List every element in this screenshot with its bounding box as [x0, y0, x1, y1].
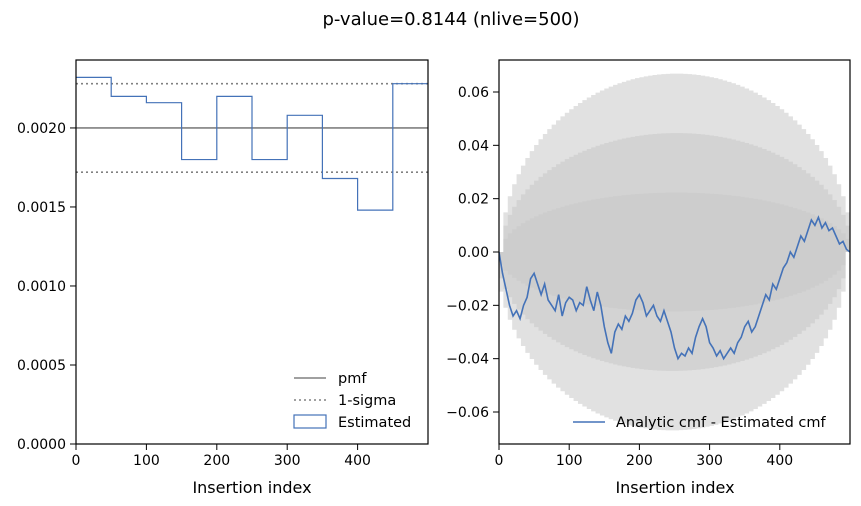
sigma-bands	[499, 73, 850, 431]
sigma-lines	[76, 82, 428, 173]
left-legend: pmf 1-sigma Estimated	[293, 371, 411, 431]
x-tick-label: 100	[133, 453, 160, 469]
right-chart: 0 100 200 300 400 −0.06 −0.04 −0.02 0.00 0.02 0.0…	[446, 59, 851, 497]
x-tick-label: 300	[696, 453, 723, 469]
y-tick-label: 0.04	[458, 138, 489, 154]
cmf-difference-line	[499, 215, 850, 361]
left-x-axis-label: Insertion index	[192, 478, 311, 497]
x-tick-label: 200	[203, 453, 230, 469]
y-tick-label: 0.0000	[17, 437, 66, 453]
right-x-axis-label: Insertion index	[615, 478, 734, 497]
y-tick-label: 0.06	[458, 85, 489, 101]
x-tick-label: 100	[556, 453, 583, 469]
legend-sigma-label: 1-sigma	[338, 393, 396, 409]
legend-pmf-label: pmf	[338, 371, 367, 387]
y-tick-label: 0.0010	[17, 279, 66, 295]
estimated-step	[76, 76, 428, 211]
left-x-ticks: 0 100 200 300 400	[72, 444, 371, 469]
y-tick-label: 0.0005	[17, 358, 66, 374]
left-y-ticks: 0.0000 0.0005 0.0010 0.0015 0.0020	[17, 121, 76, 453]
figure-title: p-value=0.8144 (nlive=500)	[322, 9, 579, 30]
right-y-ticks: −0.06 −0.04 −0.02 0.00 0.02 0.04 0.06	[446, 85, 499, 421]
x-tick-label: 300	[274, 453, 301, 469]
sigma-band-1	[499, 192, 850, 312]
x-tick-label: 0	[495, 453, 504, 469]
legend-estimated-label: Estimated	[338, 415, 411, 431]
y-tick-label: −0.02	[446, 298, 489, 314]
left-axes-frame	[75, 59, 429, 445]
x-tick-label: 400	[344, 453, 371, 469]
right-x-ticks: 0 100 200 300 400	[495, 444, 793, 469]
x-tick-label: 200	[626, 453, 653, 469]
y-tick-label: 0.00	[458, 245, 489, 261]
y-tick-label: 0.02	[458, 192, 489, 208]
x-tick-label: 0	[72, 453, 81, 469]
y-tick-label: −0.06	[446, 405, 489, 421]
legend-estimated-swatch	[293, 414, 327, 429]
y-tick-label: 0.0015	[17, 200, 66, 216]
x-tick-label: 400	[766, 453, 793, 469]
y-tick-label: 0.0020	[17, 121, 66, 137]
legend-cmf-label: Analytic cmf - Estimated cmf	[616, 415, 827, 431]
left-chart: 0 100 200 300 400 0.00000.00050.00100.00150.…	[17, 59, 429, 497]
right-legend: Analytic cmf - Estimated cmf	[573, 415, 827, 431]
y-tick-label: −0.04	[446, 352, 489, 368]
